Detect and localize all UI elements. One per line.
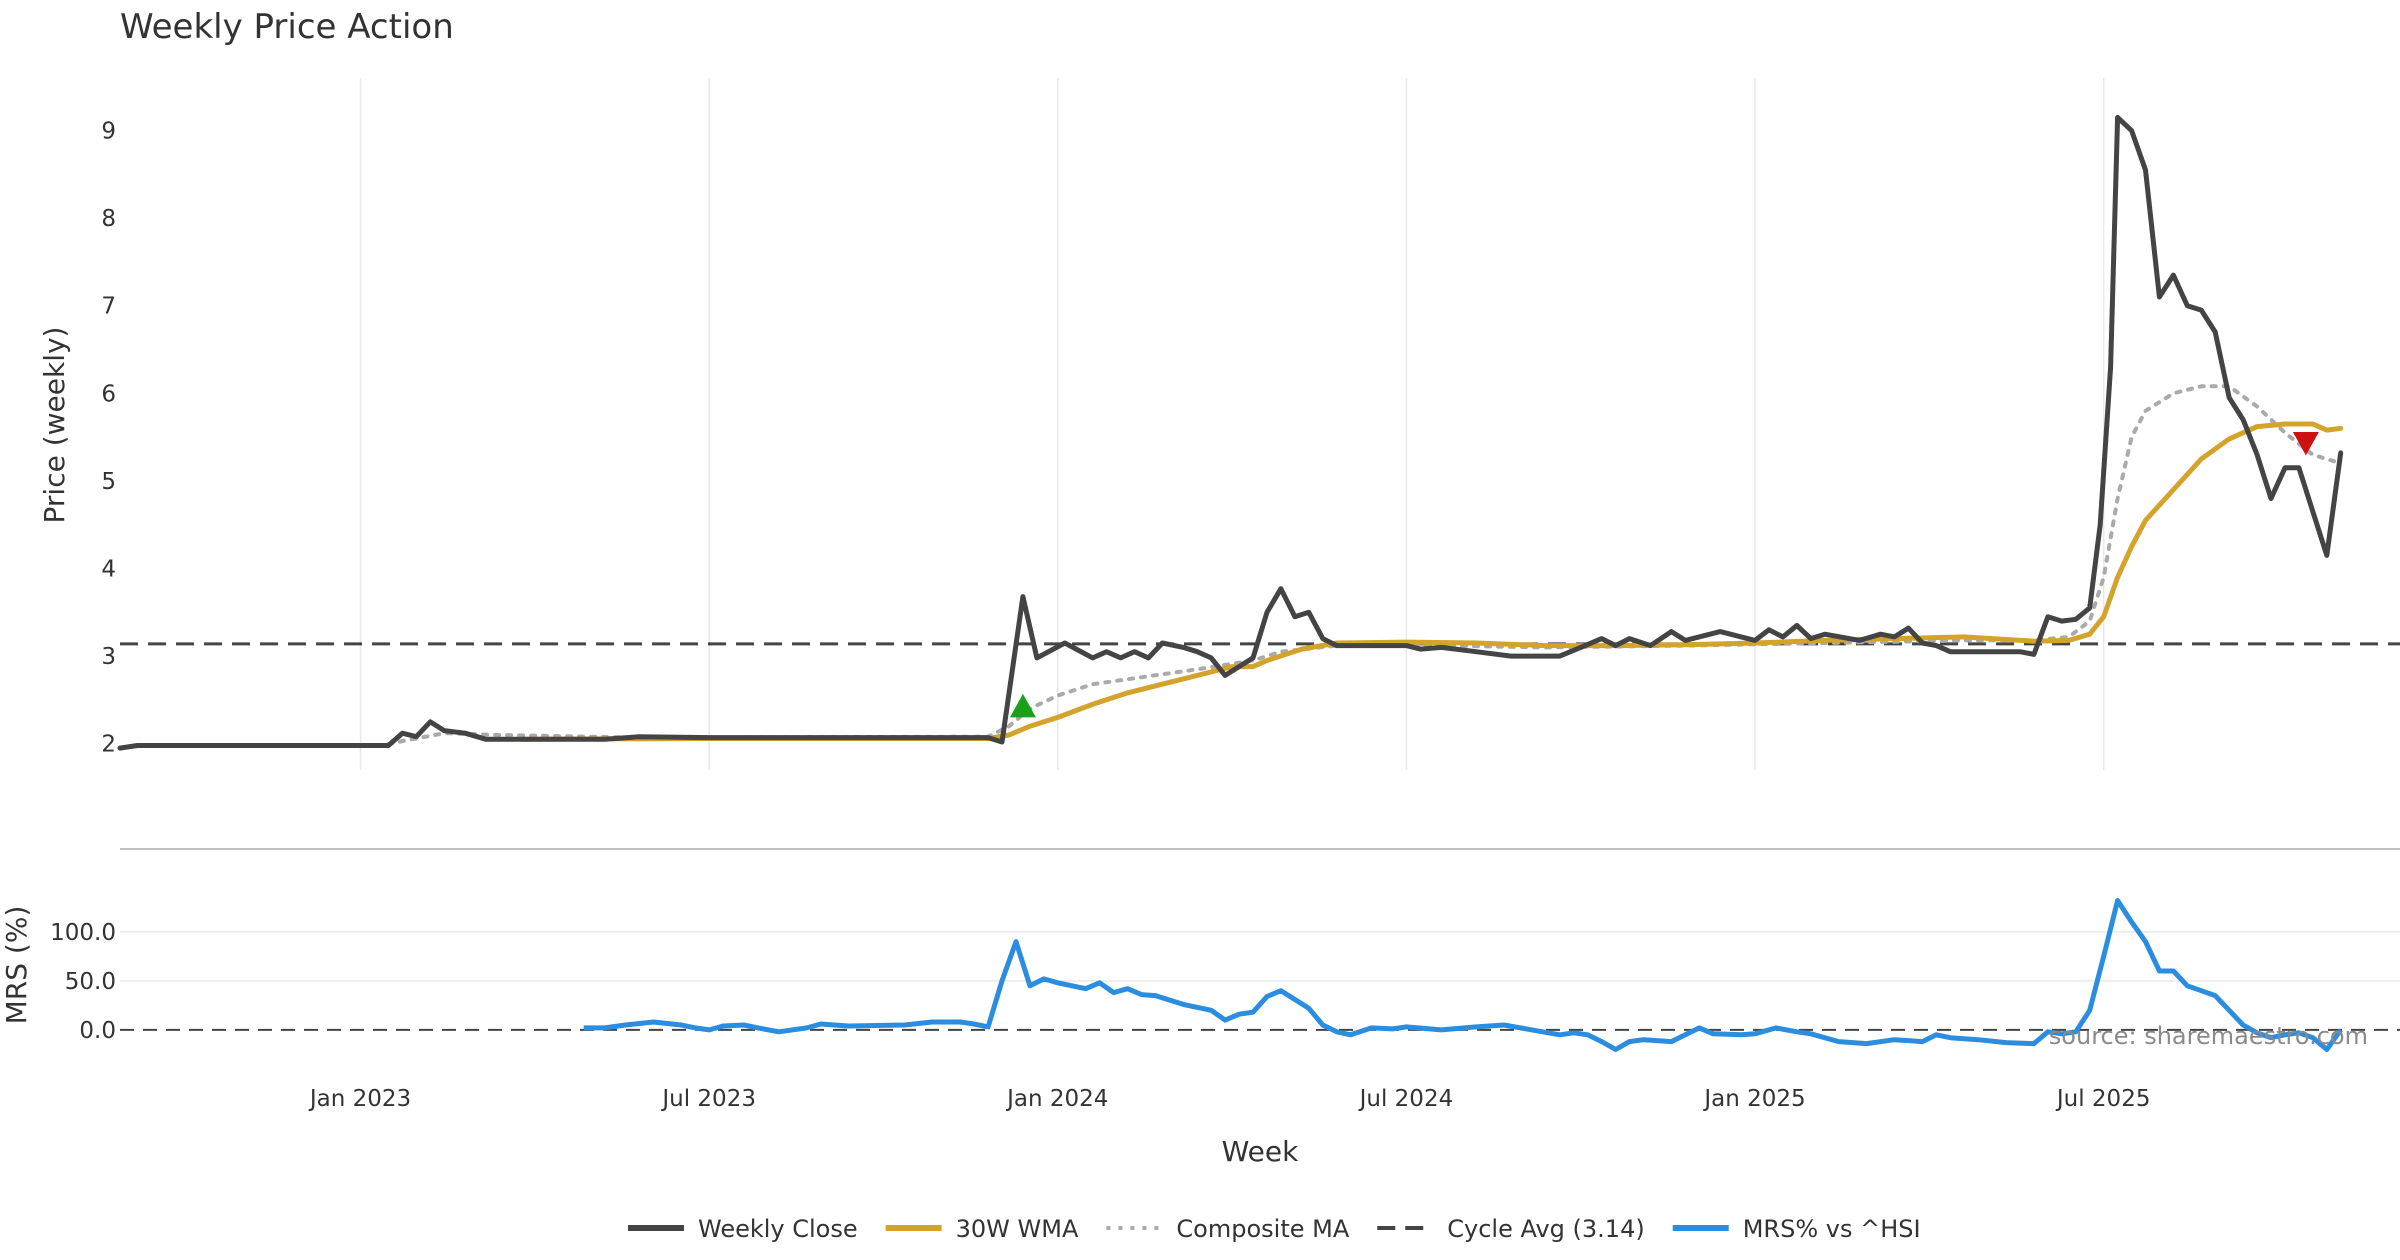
mrs-series [583, 898, 2343, 1052]
signal-markers [1009, 431, 2319, 718]
price-y-tick-6: 8 [101, 206, 116, 232]
legend-label-wma: 30W WMA [956, 1215, 1079, 1243]
x-tick-3: Jul 2024 [1358, 1086, 1454, 1112]
mrs-y-tick-0: 0.0 [79, 1018, 116, 1044]
mrs-y-tick-2: 100.0 [50, 920, 116, 946]
x-axis-title: Week [1222, 1135, 1299, 1168]
price-y-axis-title: Price (weekly) [38, 327, 71, 524]
mrs-panel: 0.0 50.0 100.0 MRS (%) source: sharemaestr… [0, 898, 2400, 1052]
price-panel: 2 3 4 5 6 7 8 9 Price (weekly) [38, 78, 2400, 770]
chart-title: Weekly Price Action [120, 7, 454, 47]
mrs-y-ticks: 0.0 50.0 100.0 [50, 920, 116, 1044]
source-note: source: sharemaestro.com [2049, 1022, 2368, 1050]
price-y-tick-2: 4 [101, 557, 116, 583]
price-y-tick-4: 6 [101, 381, 116, 407]
buy-signal-marker [1009, 693, 1036, 718]
x-axis-ticks: Jan 2023 Jul 2023 Jan 2024 Jul 2024 Jan 2025… [308, 1086, 2151, 1112]
legend-label-close: Weekly Close [698, 1215, 858, 1243]
price-y-tick-3: 5 [101, 469, 116, 495]
legend-label-composite: Composite MA [1176, 1215, 1349, 1243]
sell-signal-marker [2292, 431, 2319, 456]
price-y-tick-7: 9 [101, 119, 116, 145]
legend-item-composite: Composite MA [1106, 1215, 1350, 1243]
x-tick-1: Jul 2023 [660, 1086, 756, 1112]
x-tick-0: Jan 2023 [308, 1086, 411, 1112]
legend-item-mrs: MRS% vs ^HSI [1672, 1215, 1921, 1243]
price-grid [359, 78, 2105, 770]
series-mrs-line [583, 898, 2343, 1052]
legend-label-mrs: MRS% vs ^HSI [1743, 1215, 1921, 1243]
price-y-tick-0: 2 [101, 732, 116, 758]
x-tick-4: Jan 2025 [1702, 1086, 1805, 1112]
legend-label-cycle: Cycle Avg (3.14) [1447, 1215, 1644, 1243]
x-tick-5: Jul 2025 [2055, 1086, 2151, 1112]
mrs-y-tick-1: 50.0 [65, 969, 116, 995]
price-y-tick-5: 7 [101, 294, 116, 320]
series-close-line [117, 114, 2344, 751]
series-composite-line [170, 384, 2343, 748]
legend-item-cycle: Cycle Avg (3.14) [1377, 1215, 1645, 1243]
legend-item-close: Weekly Close [628, 1215, 858, 1243]
x-tick-2: Jan 2024 [1005, 1086, 1108, 1112]
price-series [117, 114, 2344, 751]
legend-item-wma: 30W WMA [885, 1215, 1079, 1243]
price-y-ticks: 2 3 4 5 6 7 8 9 [101, 119, 116, 758]
series-wma-line [518, 421, 2344, 742]
legend: Weekly Close 30W WMA Composite MA Cycle Avg… [628, 1215, 1921, 1243]
mrs-y-axis-title: MRS (%) [0, 906, 33, 1025]
mrs-grid [120, 931, 2400, 982]
price-y-tick-1: 3 [101, 644, 116, 670]
